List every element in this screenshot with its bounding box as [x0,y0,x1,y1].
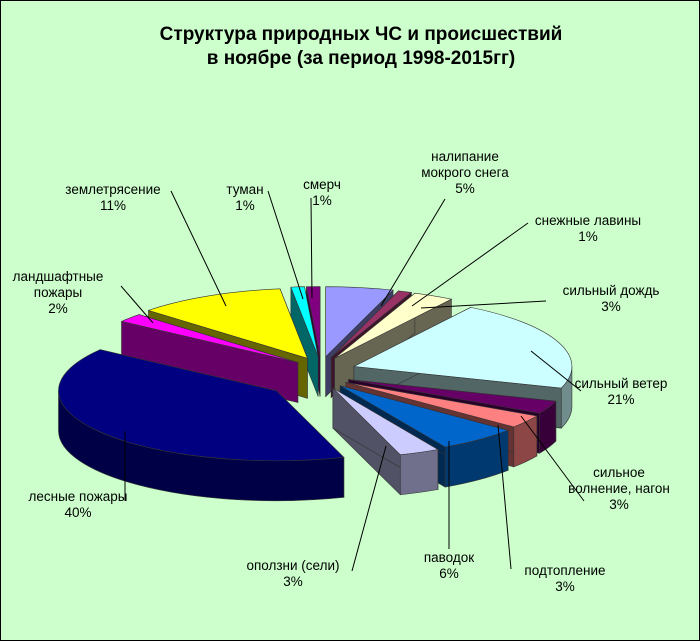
slice-label: налипание мокрого снега 5% [421,149,509,196]
slice-name: паводок [424,550,474,565]
slice-percent: 40% [64,505,91,520]
pie-slice-top [348,379,557,414]
pie-slice-top [306,286,321,357]
pie-slice [58,349,345,502]
slice-label: снежные лавины 1% [535,213,641,244]
slice-percent: 1% [312,193,332,208]
pie-slice-top [147,288,308,359]
leader-line [380,198,446,307]
slice-name: оползни (сели) [246,558,339,573]
slice-name: туман [226,182,263,197]
slice-percent: 1% [578,229,598,244]
pie-slice [332,387,439,496]
slice-name: сильный ветер [575,376,668,391]
slice-label: лесные пожары 40% [29,489,128,520]
slice-name: волнение, нагон [568,481,670,496]
pie-slice [120,314,299,403]
slice-name: смерч [303,177,341,192]
slice-name: подтопление [524,563,605,578]
slice-label: сильный ветер 21% [575,376,668,407]
leader-line [351,445,387,572]
slice-percent: 11% [100,198,126,213]
pie-slices [58,286,573,502]
slice-percent: 3% [601,299,621,314]
pie-slice-top [339,385,510,448]
pie-slice-top [120,314,298,363]
slice-name: налипание [431,149,499,164]
pie-slice-top [345,381,538,428]
slice-label: сильное волнение, нагон 3% [568,465,670,512]
leader-line [411,222,529,307]
pie-slice-top [332,387,439,456]
slice-name: ландшафтные [13,269,104,284]
pie-slice [352,306,573,429]
slice-percent: 6% [439,566,459,581]
slice-percent: 21% [607,392,634,407]
leader-line [497,424,512,570]
slice-label: землетрясение 11% [65,182,160,213]
leader-line [520,415,585,502]
slice-label: ландшафтные пожары 2% [13,269,104,316]
pie-slice-top [58,349,345,462]
pie-slice-top [325,286,394,358]
slice-label: сильный дождь 3% [563,283,660,314]
leader-line [120,285,154,324]
slice-name: сильный дождь [563,283,660,298]
slice-percent: 2% [48,301,68,316]
pie-slice-top [352,307,573,389]
slice-name: землетрясение [65,182,160,197]
leader-line [530,350,582,392]
slice-label: смерч 1% [303,177,341,208]
slice-label: оползни (сели) 3% [246,558,339,589]
slice-label: туман 1% [226,182,263,213]
slice-name: пожары [34,285,82,300]
slice-percent: 3% [555,579,575,594]
pie-slice-top [334,292,453,359]
leader-line [267,190,304,300]
slice-percent: 1% [235,198,255,213]
slice-label: подтопление 3% [524,563,605,594]
slice-percent: 3% [283,574,303,589]
chart-title: Структура природных ЧС и происшествий в … [159,24,563,69]
slice-name: мокрого снега [421,165,509,180]
slice-percent: 3% [609,497,629,512]
leader-line [420,300,547,309]
slice-labels: налипание мокрого снега 5%снежные лавины 1%… [13,149,670,594]
leader-line [310,197,313,299]
leader-line [170,190,227,307]
slice-name: снежные лавины [535,213,641,228]
slice-name: лесные пожары [29,489,128,504]
pie-slice-top [290,286,319,357]
slice-percent: 5% [455,181,475,196]
pie-slice-side [399,449,439,496]
slice-label: паводок 6% [424,550,474,581]
slice-name: сильное [593,465,645,480]
pie-slice-top [330,290,413,358]
leader-lines [120,190,585,572]
